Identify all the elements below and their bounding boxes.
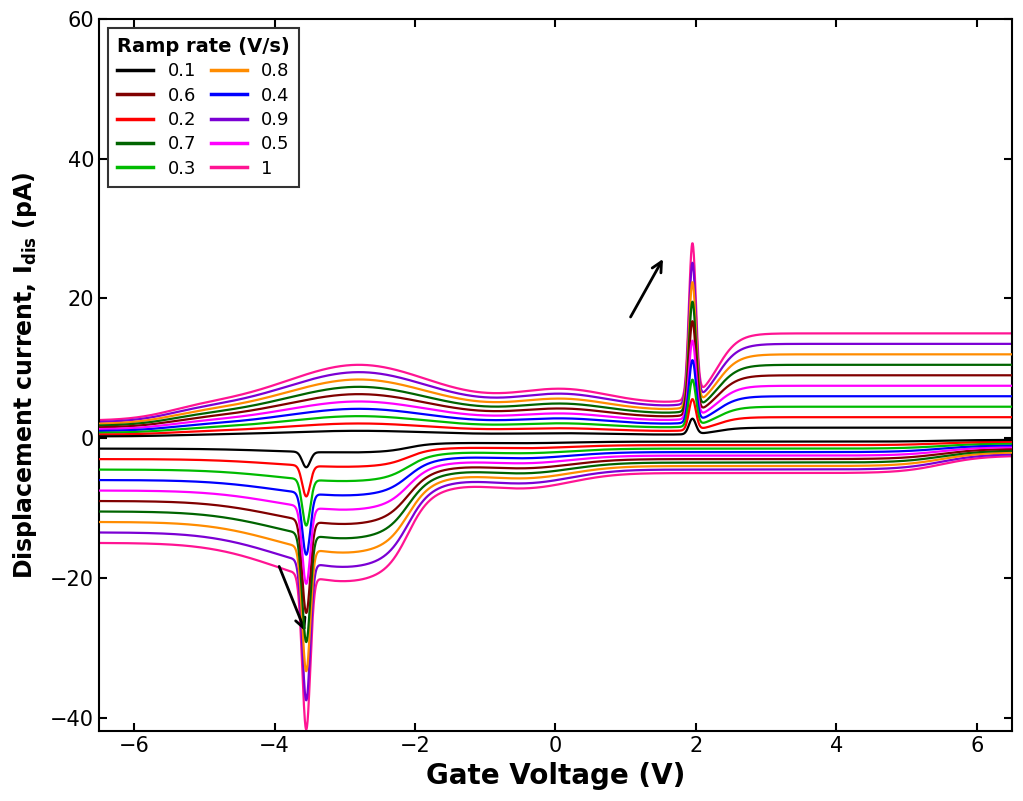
Y-axis label: Displacement current, I$_{\mathregular{dis}}$ (pA): Displacement current, I$_{\mathregular{d… [11,171,39,579]
Legend: 0.1, 0.6, 0.2, 0.7, 0.3, 0.8, 0.4, 0.9, 0.5, 1: 0.1, 0.6, 0.2, 0.7, 0.3, 0.8, 0.4, 0.9, … [108,28,299,187]
X-axis label: Gate Voltage (V): Gate Voltage (V) [426,762,685,790]
